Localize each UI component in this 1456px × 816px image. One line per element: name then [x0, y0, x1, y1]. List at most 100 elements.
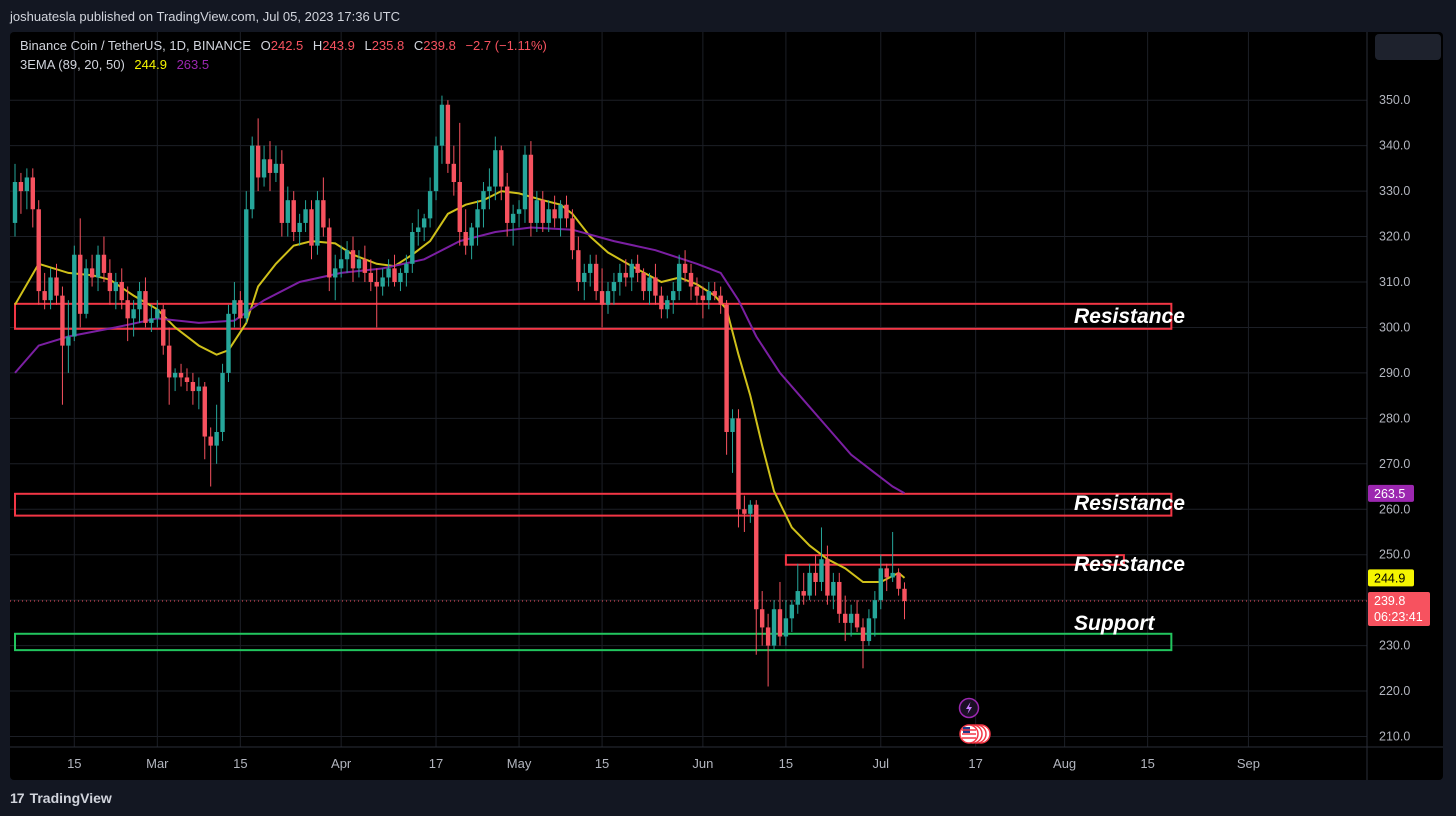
- candle-body[interactable]: [327, 227, 332, 278]
- candle-body[interactable]: [368, 272, 373, 282]
- candle-body[interactable]: [866, 618, 872, 642]
- candle-body[interactable]: [665, 300, 670, 310]
- candle-body[interactable]: [356, 259, 362, 269]
- candle-body[interactable]: [83, 268, 89, 314]
- candle-body[interactable]: [896, 572, 901, 589]
- candle-body[interactable]: [208, 436, 213, 446]
- candle-body[interactable]: [202, 386, 207, 437]
- candle-body[interactable]: [848, 613, 854, 623]
- candle-body[interactable]: [860, 627, 866, 642]
- candle-body[interactable]: [190, 381, 196, 392]
- candle-body[interactable]: [724, 304, 729, 432]
- candle-body[interactable]: [528, 154, 534, 223]
- candle-body[interactable]: [36, 209, 41, 292]
- candle-body[interactable]: [250, 145, 255, 210]
- candle-body[interactable]: [582, 272, 587, 282]
- candle-body[interactable]: [214, 431, 219, 446]
- candle-body[interactable]: [777, 609, 783, 637]
- candle-body[interactable]: [718, 295, 723, 305]
- candle-body[interactable]: [285, 200, 290, 223]
- candle-body[interactable]: [54, 277, 59, 296]
- candle-body[interactable]: [843, 613, 848, 623]
- candle-body[interactable]: [42, 291, 47, 301]
- candle-body[interactable]: [659, 295, 664, 310]
- candle-body[interactable]: [783, 618, 789, 637]
- candle-body[interactable]: [534, 200, 540, 223]
- candle-body[interactable]: [220, 372, 225, 432]
- candle-body[interactable]: [244, 209, 249, 319]
- candle-body[interactable]: [362, 259, 368, 273]
- candle-body[interactable]: [700, 295, 706, 301]
- price-chart[interactable]: 210.0220.0230.0240.0250.0260.0270.0280.0…: [10, 32, 1443, 780]
- candle-body[interactable]: [813, 572, 818, 582]
- resistance-zone[interactable]: [14, 302, 1173, 330]
- candle-body[interactable]: [872, 600, 878, 619]
- candle-body[interactable]: [184, 377, 190, 382]
- candle-body[interactable]: [333, 268, 338, 278]
- candle-body[interactable]: [18, 182, 24, 192]
- candle-body[interactable]: [546, 209, 551, 223]
- candle-body[interactable]: [540, 200, 545, 223]
- candle-body[interactable]: [48, 277, 53, 301]
- candle-body[interactable]: [321, 200, 326, 228]
- candle-body[interactable]: [765, 627, 771, 646]
- candle-body[interactable]: [178, 372, 184, 378]
- candle-body[interactable]: [771, 609, 777, 646]
- candle-body[interactable]: [107, 272, 113, 292]
- candle-body[interactable]: [682, 263, 688, 273]
- candle-body[interactable]: [344, 250, 350, 260]
- candle-body[interactable]: [374, 282, 379, 287]
- candle-body[interactable]: [457, 182, 462, 233]
- candle-body[interactable]: [338, 259, 344, 269]
- candle-body[interactable]: [267, 159, 273, 173]
- candle-body[interactable]: [89, 268, 95, 278]
- candle-body[interactable]: [149, 318, 154, 323]
- candle-body[interactable]: [493, 150, 498, 187]
- candle-body[interactable]: [427, 191, 433, 219]
- candle-body[interactable]: [564, 204, 569, 219]
- candle-body[interactable]: [593, 263, 599, 292]
- candle-body[interactable]: [736, 418, 741, 510]
- candle-body[interactable]: [748, 504, 753, 514]
- candle-body[interactable]: [137, 291, 142, 310]
- candle-body[interactable]: [297, 222, 302, 233]
- candle-body[interactable]: [487, 186, 492, 192]
- candle-body[interactable]: [78, 254, 83, 314]
- candle-body[interactable]: [451, 163, 457, 183]
- candle-body[interactable]: [350, 250, 356, 269]
- candle-body[interactable]: [101, 254, 107, 273]
- candle-body[interactable]: [463, 232, 468, 246]
- candle-body[interactable]: [196, 386, 202, 392]
- candle-body[interactable]: [510, 213, 516, 223]
- candle-body[interactable]: [576, 250, 581, 282]
- candle-body[interactable]: [635, 263, 640, 273]
- candle-body[interactable]: [238, 300, 243, 319]
- candle-body[interactable]: [392, 268, 397, 282]
- candle-body[interactable]: [807, 572, 812, 596]
- resistance-zone[interactable]: [784, 554, 1125, 566]
- candle-body[interactable]: [291, 200, 296, 233]
- candle-body[interactable]: [688, 272, 694, 287]
- candle-body[interactable]: [303, 209, 308, 223]
- candle-body[interactable]: [398, 272, 403, 282]
- candle-body[interactable]: [416, 227, 421, 233]
- candle-body[interactable]: [309, 209, 314, 246]
- candle-body[interactable]: [801, 591, 806, 596]
- candle-body[interactable]: [730, 418, 735, 432]
- candle-body[interactable]: [172, 372, 178, 378]
- candle-body[interactable]: [125, 300, 130, 319]
- symbol-title[interactable]: Binance Coin / TetherUS, 1D, BINANCE: [20, 38, 251, 53]
- candle-body[interactable]: [131, 309, 136, 319]
- candle-body[interactable]: [60, 295, 65, 346]
- candle-body[interactable]: [558, 204, 563, 219]
- candle-body[interactable]: [439, 104, 445, 146]
- candle-body[interactable]: [884, 568, 889, 578]
- candle-body[interactable]: [694, 286, 700, 296]
- candle-body[interactable]: [119, 282, 124, 301]
- candle-body[interactable]: [742, 509, 747, 514]
- resistance-zone[interactable]: [14, 492, 1173, 517]
- candle-body[interactable]: [232, 300, 237, 314]
- candle-body[interactable]: [570, 218, 575, 251]
- candle-body[interactable]: [30, 177, 35, 210]
- candle-body[interactable]: [878, 568, 883, 601]
